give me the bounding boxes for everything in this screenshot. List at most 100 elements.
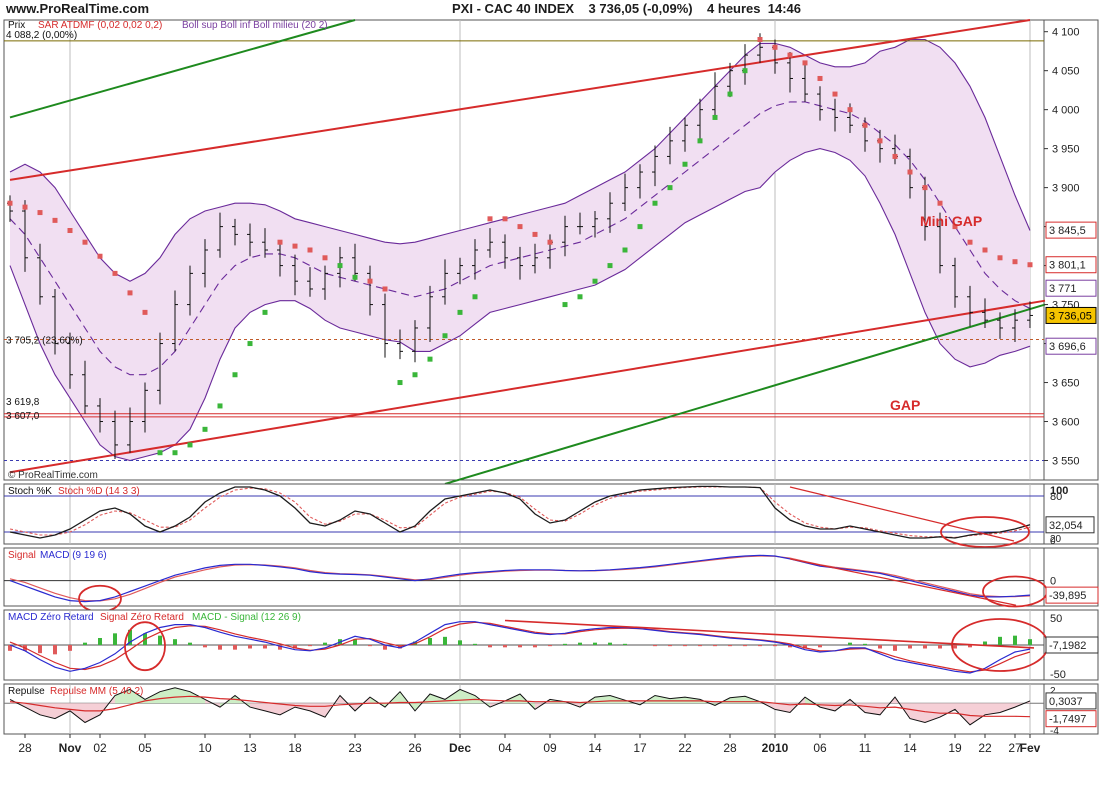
repulse-area-segment xyxy=(445,689,460,704)
histogram-bar xyxy=(308,645,312,647)
repulse-value-badge xyxy=(1045,692,1097,710)
macd-value-label: -39,895 xyxy=(1049,590,1086,602)
sar-point-bearish xyxy=(1027,262,1033,268)
stoch-d-line xyxy=(9,486,1031,538)
sar-point-bearish xyxy=(982,247,988,253)
sar-point-bullish xyxy=(352,274,358,280)
histogram-bar xyxy=(428,638,432,645)
chart-header: www.ProRealTime.com PXI - CAC 40 INDEX 3… xyxy=(0,0,1100,18)
histogram-bar xyxy=(533,645,537,648)
site-name[interactable]: www.ProRealTime.com xyxy=(6,1,150,16)
histogram-bar xyxy=(323,642,327,645)
bollinger-lower-line xyxy=(9,148,1031,462)
price-badge-label: 3 845,5 xyxy=(1049,225,1086,237)
sar-point-bullish xyxy=(157,450,163,456)
sar-point-bearish xyxy=(52,217,58,223)
x-tick-label: 11 xyxy=(859,741,872,755)
price-badge xyxy=(1045,221,1097,239)
legend-stoch-d: Stoch %D (14 3 3) xyxy=(58,486,140,497)
histogram-bar xyxy=(83,642,87,645)
bollinger-upper-line xyxy=(9,38,1031,282)
sar-point-bearish xyxy=(787,52,793,58)
sar-point-bullish xyxy=(457,309,463,315)
sar-point-bearish xyxy=(892,153,898,159)
repulse-area-segment xyxy=(160,687,175,704)
sar-point-bullish xyxy=(712,114,718,120)
sar-point-bearish xyxy=(367,278,373,284)
macd-line xyxy=(9,554,1031,603)
histogram-bar xyxy=(803,645,807,649)
sar-point-bearish xyxy=(772,44,778,50)
y-tick-label: 2 xyxy=(1050,686,1056,697)
sar-point-bearish xyxy=(502,216,508,222)
stoch-k-line xyxy=(9,485,1031,539)
y-tick-label: 3 600 xyxy=(1052,417,1080,429)
zero-lag-value-badge xyxy=(1045,636,1099,654)
histogram-bar xyxy=(578,642,582,645)
sar-point-bullish xyxy=(562,302,568,308)
repulse-panel: Repulse Repulse MM (5 40 2) 20,3037 -1,7497… xyxy=(3,683,1099,737)
trendline xyxy=(9,299,1046,474)
x-tick-label: 2010 xyxy=(762,741,789,755)
sar-point-bullish xyxy=(397,380,403,386)
y-tick-label: 3 950 xyxy=(1052,144,1080,156)
price-badge-label: 3 801,1 xyxy=(1049,260,1086,272)
sar-point-bullish xyxy=(607,263,613,269)
sar-point-bullish xyxy=(742,68,748,74)
price-badge xyxy=(1045,279,1097,297)
x-tick-label: 26 xyxy=(408,741,422,755)
x-tick-label: 19 xyxy=(948,741,962,755)
sar-point-bullish xyxy=(442,333,448,339)
sar-point-bearish xyxy=(877,138,883,144)
histogram-bar xyxy=(263,645,267,649)
price-badge-label: 3 696,6 xyxy=(1049,341,1086,353)
sar-point-bearish xyxy=(97,253,103,259)
histogram-bar xyxy=(908,645,912,649)
y-tick-label: 3 650 xyxy=(1052,378,1080,390)
histogram-bar xyxy=(848,642,852,645)
sar-point-bearish xyxy=(847,107,853,113)
histogram-bar xyxy=(923,645,927,649)
histogram-bar xyxy=(503,645,507,648)
histogram-bar xyxy=(383,645,387,650)
price-badge xyxy=(1045,256,1097,274)
histogram-bar xyxy=(608,642,612,645)
repulse-area-segment xyxy=(55,703,70,719)
y-tick-label: 20 xyxy=(1050,534,1062,545)
histogram-bar xyxy=(8,645,12,651)
highlight-circle xyxy=(940,516,1030,548)
histogram-bar xyxy=(203,645,207,648)
histogram-bar xyxy=(683,645,687,647)
legend-repulse-mm: Repulse MM (5 40 2) xyxy=(50,686,143,697)
sar-point-bearish xyxy=(802,60,808,66)
repulse-area-segment xyxy=(685,697,700,704)
x-tick-label: 13 xyxy=(243,741,257,755)
sar-point-bullish xyxy=(682,161,688,167)
trendline xyxy=(9,19,1031,181)
repulse-area-segment xyxy=(565,701,580,708)
y-tick-label: 0 xyxy=(1050,536,1056,547)
x-tick-label: 09 xyxy=(543,741,557,755)
histogram-bar xyxy=(188,642,192,645)
repulse-mm-label: -1,7497 xyxy=(1049,714,1086,726)
x-tick-label: 22 xyxy=(678,741,692,755)
histogram-bar xyxy=(1013,635,1017,645)
sar-point-bullish xyxy=(412,372,418,378)
repulse-area-segment xyxy=(190,691,205,704)
sar-point-bearish xyxy=(862,122,868,128)
macd-trendline xyxy=(789,558,1017,606)
sar-point-bearish xyxy=(82,239,88,245)
y-tick-label: -50 xyxy=(1050,669,1066,681)
sar-point-bearish xyxy=(37,210,43,216)
legend-sar: SAR ATDMF (0,02 0,02 0,2) xyxy=(38,20,162,31)
trendline xyxy=(9,19,356,119)
histogram-bar xyxy=(248,645,252,649)
x-tick-label: 06 xyxy=(813,741,827,755)
gap-annotation: GAP xyxy=(890,397,920,413)
histogram-bar xyxy=(53,645,57,655)
sar-point-bullish xyxy=(697,138,703,144)
repulse-area-segment xyxy=(910,703,925,723)
